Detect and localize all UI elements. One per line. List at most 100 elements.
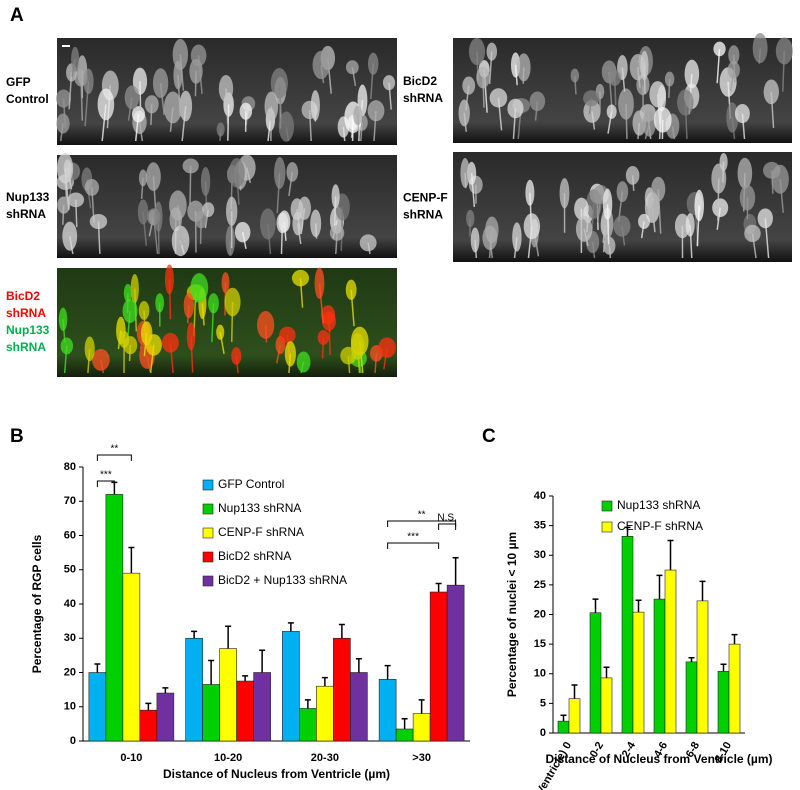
cell-nucleus <box>744 224 761 243</box>
cell-nucleus <box>234 221 251 243</box>
error-bar <box>162 687 169 694</box>
y-tick-label: 25 <box>534 579 546 591</box>
cell-nucleus <box>146 162 161 191</box>
error-bar <box>225 625 232 649</box>
cell-nucleus <box>137 199 149 225</box>
significance-bracket <box>96 480 115 487</box>
cell-nucleus <box>71 46 80 72</box>
cell-nucleus <box>278 111 294 142</box>
cell-nucleus <box>603 236 616 255</box>
image-label: Nup133 <box>6 190 50 204</box>
cell-nucleus <box>367 52 379 75</box>
cell-nucleus <box>523 213 541 240</box>
cell-nucleus <box>583 99 601 123</box>
cell-nucleus <box>231 347 242 365</box>
cell-nucleus <box>172 38 189 71</box>
cell-nucleus <box>712 198 729 218</box>
y-tick-label: 5 <box>540 697 546 709</box>
cell-nucleus <box>329 225 345 241</box>
error-bar <box>355 658 362 673</box>
cell-nucleus <box>625 165 640 185</box>
panel-letter: B <box>10 426 24 447</box>
bar <box>333 637 351 742</box>
bar <box>600 677 613 734</box>
cell-nucleus <box>684 59 700 89</box>
cell-nucleus <box>190 44 207 67</box>
y-tick-label: 30 <box>534 549 546 561</box>
error-bar <box>688 657 695 662</box>
legend-swatch <box>601 500 613 512</box>
cell-nucleus <box>694 189 705 222</box>
cell-nucleus <box>468 37 486 66</box>
panel-letter: C <box>482 426 496 447</box>
y-tick-label: 15 <box>534 638 546 650</box>
cell-nucleus <box>516 53 531 82</box>
bar <box>717 671 730 734</box>
x-tick-label: 20-30 <box>311 752 339 764</box>
legend-label: BicD2 shRNA <box>218 549 291 563</box>
significance-bracket <box>96 454 132 461</box>
cell-nucleus <box>260 208 276 240</box>
legend-swatch <box>202 479 214 491</box>
cell-nucleus <box>664 71 675 87</box>
cell-nucleus <box>651 176 666 202</box>
cell-nucleus <box>57 196 71 214</box>
image-label: shRNA <box>6 207 46 221</box>
cell-nucleus <box>642 111 656 137</box>
cell-nucleus <box>123 283 133 303</box>
legend-label: Nup133 shRNA <box>218 501 301 515</box>
cell-nucleus <box>63 159 72 178</box>
y-tick-label: 40 <box>534 490 546 502</box>
bar <box>253 672 271 742</box>
bar <box>105 494 124 742</box>
cell-nucleus <box>570 68 580 83</box>
cell-nucleus <box>507 98 524 119</box>
bar <box>316 685 334 742</box>
significance-label: *** <box>407 532 419 543</box>
legend-label: GFP Control <box>218 477 284 491</box>
y-tick-label: 40 <box>64 598 76 610</box>
cell-nucleus <box>131 106 146 123</box>
error-bar <box>560 714 567 722</box>
cell-nucleus <box>62 221 78 251</box>
bar <box>378 679 397 742</box>
image-label: Control <box>6 92 49 106</box>
cell-nucleus <box>298 196 312 220</box>
cell-nucleus <box>140 321 153 346</box>
cell-nucleus <box>525 179 535 206</box>
cell-nucleus <box>169 190 187 221</box>
error-bar <box>259 649 266 673</box>
y-tick-label: 70 <box>64 495 76 507</box>
cell-nucleus <box>122 298 138 323</box>
cell-nucleus <box>228 158 245 188</box>
cell-nucleus <box>359 234 377 252</box>
cell-nucleus <box>638 213 651 230</box>
bar <box>728 643 741 734</box>
error-bar <box>145 702 152 711</box>
significance-label: N.S. <box>437 513 456 524</box>
bar <box>446 584 465 742</box>
cell-nucleus <box>529 91 546 112</box>
cell-nucleus <box>640 50 649 81</box>
bar <box>202 684 220 742</box>
cell-nucleus <box>734 104 750 124</box>
cell-nucleus <box>613 215 631 237</box>
cell-nucleus <box>130 273 139 304</box>
y-axis-label: Percentage of nuclei < 10 µm <box>505 532 519 697</box>
bar <box>156 692 175 742</box>
bar <box>653 598 666 734</box>
image-label: CENP-F <box>403 191 448 205</box>
cell-nucleus <box>144 95 159 114</box>
legend-swatch <box>202 527 214 539</box>
cell-nucleus <box>677 89 694 116</box>
x-axis-label: Distance of Nucleus from Ventricle (µm) <box>163 767 390 781</box>
cell-nucleus <box>202 202 215 218</box>
cell-nucleus <box>460 158 470 188</box>
cell-nucleus <box>84 179 99 196</box>
cell-nucleus <box>608 70 621 86</box>
cell-nucleus <box>752 33 768 64</box>
bar <box>685 661 698 734</box>
error-bar <box>401 717 408 730</box>
y-tick-label: 0 <box>540 727 546 739</box>
cell-nucleus <box>763 79 779 105</box>
